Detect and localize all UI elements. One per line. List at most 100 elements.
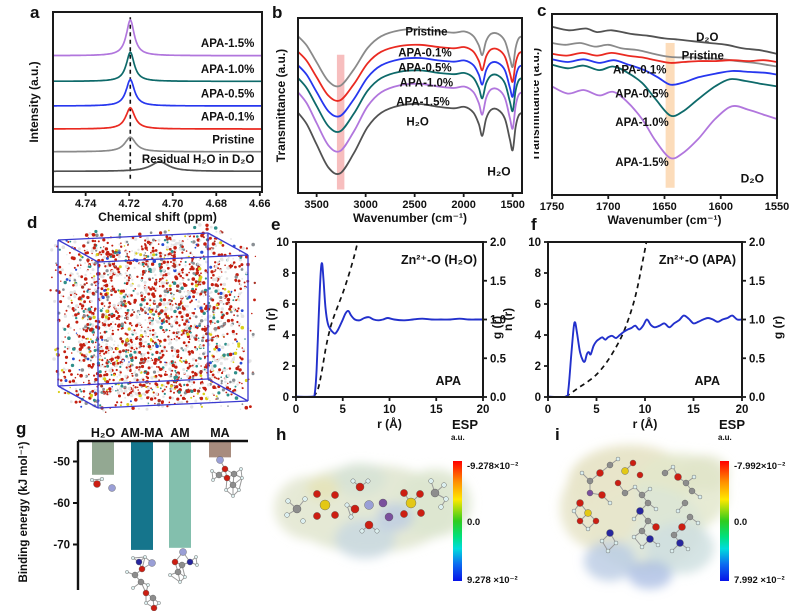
atom-dot — [155, 278, 158, 281]
atom-dot — [191, 300, 193, 302]
atom-dot — [123, 299, 127, 303]
atom-dot — [150, 357, 153, 360]
atom-dot — [169, 307, 173, 311]
atom-dot — [126, 309, 130, 312]
atom-dot — [146, 402, 149, 404]
atom-dot — [185, 295, 187, 298]
atom-C — [131, 571, 139, 579]
atom-dot — [127, 327, 131, 331]
atom-dot — [63, 314, 68, 318]
atom-dot — [145, 390, 149, 394]
atom-dot — [71, 379, 75, 383]
atom-dot — [120, 377, 124, 381]
atom-dot — [73, 295, 77, 299]
atom-dot — [120, 242, 122, 244]
atom-dot — [154, 402, 156, 405]
atom-dot — [141, 247, 144, 251]
atom-dot — [155, 287, 158, 290]
atom-O — [350, 504, 360, 514]
curve-label: APA-0.1% — [613, 65, 666, 77]
atom-dot — [180, 268, 184, 272]
atom-dot — [95, 233, 99, 238]
atom-O — [652, 523, 660, 531]
atom-dot — [209, 292, 211, 295]
atom-dot — [170, 245, 172, 248]
atom-dot — [251, 372, 255, 376]
x-tick-label: 3000 — [353, 199, 377, 211]
atom-dot — [109, 272, 112, 275]
atom-dot — [104, 370, 107, 373]
atom-dot — [170, 243, 173, 246]
atom-dot — [194, 359, 198, 362]
atom-dot — [168, 247, 172, 251]
atom-dot — [216, 397, 219, 400]
ftir-curve — [297, 57, 523, 118]
atom-dot — [254, 255, 257, 258]
atom-dot — [90, 327, 94, 331]
atom-dot — [144, 394, 146, 396]
atom-dot — [133, 377, 137, 381]
atom-dot — [144, 334, 148, 338]
atom-dot — [157, 315, 160, 318]
atom-dot — [158, 285, 161, 288]
atom-dot — [128, 361, 130, 363]
atom-dot — [189, 267, 192, 271]
atom-dot — [73, 266, 76, 269]
atom-dot — [175, 249, 177, 252]
atom-dot — [199, 370, 203, 374]
atom-dot — [214, 359, 217, 362]
ftir-curve — [297, 43, 523, 102]
atom-dot — [93, 354, 96, 357]
ftir-curve — [551, 25, 778, 55]
atom-dot — [195, 336, 198, 338]
atom-dot — [71, 308, 74, 311]
atom-dot — [65, 278, 69, 281]
atom-dot — [130, 363, 132, 365]
atom-dot — [130, 346, 134, 350]
atom-C — [229, 481, 237, 489]
atom-dot — [240, 268, 244, 271]
atom-dot — [87, 289, 89, 291]
atom-dot — [186, 390, 189, 394]
atom-dot — [123, 385, 127, 389]
atom-dot — [134, 369, 137, 372]
atom-H — [691, 474, 697, 480]
atom-dot — [168, 329, 171, 332]
atom-dot — [100, 347, 104, 351]
atom-dot — [60, 340, 63, 343]
y-left-tick-label: 2 — [535, 361, 541, 373]
atom-dot — [77, 275, 81, 278]
atom-dot — [84, 233, 89, 237]
atom-dot — [232, 342, 234, 345]
atom-dot — [173, 267, 176, 270]
atom-dot — [111, 312, 114, 315]
atom-dot — [188, 338, 191, 341]
atom-dot — [208, 295, 211, 297]
atom-dot — [199, 396, 204, 401]
atom-dot — [124, 305, 127, 307]
atom-dot — [77, 340, 81, 344]
atom-dot — [178, 383, 182, 386]
atom-dot — [190, 396, 193, 399]
atom-H — [125, 570, 129, 574]
n-of-r-curve — [313, 242, 359, 397]
atom-Zn — [216, 456, 224, 464]
atom-dot — [66, 324, 70, 328]
atom-dot — [60, 369, 64, 372]
y-right-tick-label: 2.0 — [749, 237, 765, 249]
atom-dot — [93, 374, 96, 377]
atom-dot — [75, 389, 78, 393]
atom-dot — [120, 273, 123, 276]
atom-dot — [102, 323, 107, 327]
atom-C — [174, 568, 182, 576]
atom-dot — [202, 347, 205, 349]
atom-dot — [99, 335, 104, 339]
atom-H — [631, 534, 637, 540]
atom-dot — [104, 292, 108, 297]
atom-dot — [100, 302, 104, 306]
atom-dot — [216, 320, 220, 324]
atom-dot — [60, 382, 64, 386]
atom-dot — [117, 274, 120, 277]
atom-dot — [185, 309, 188, 312]
atom-dot — [211, 242, 216, 246]
